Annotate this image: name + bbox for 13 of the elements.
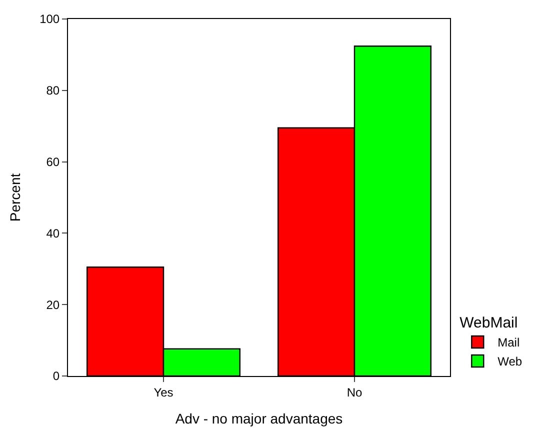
y-tick-label: 20 (46, 298, 60, 312)
y-tick-label: 40 (46, 226, 60, 240)
y-tick-label: 0 (52, 369, 60, 384)
legend-title: WebMail (460, 314, 518, 332)
legend-label: Web (498, 354, 522, 369)
legend-label: Mail (498, 336, 520, 350)
y-axis-title: Percent (7, 173, 24, 222)
y-tick-label: 100 (40, 12, 60, 26)
x-tick-label: No (346, 385, 362, 400)
y-tick-label: 60 (46, 155, 60, 169)
x-tick-label: Yes (154, 385, 174, 400)
x-axis-title: Adv - no major advantages (175, 410, 343, 427)
y-tick-label: 80 (46, 84, 60, 98)
